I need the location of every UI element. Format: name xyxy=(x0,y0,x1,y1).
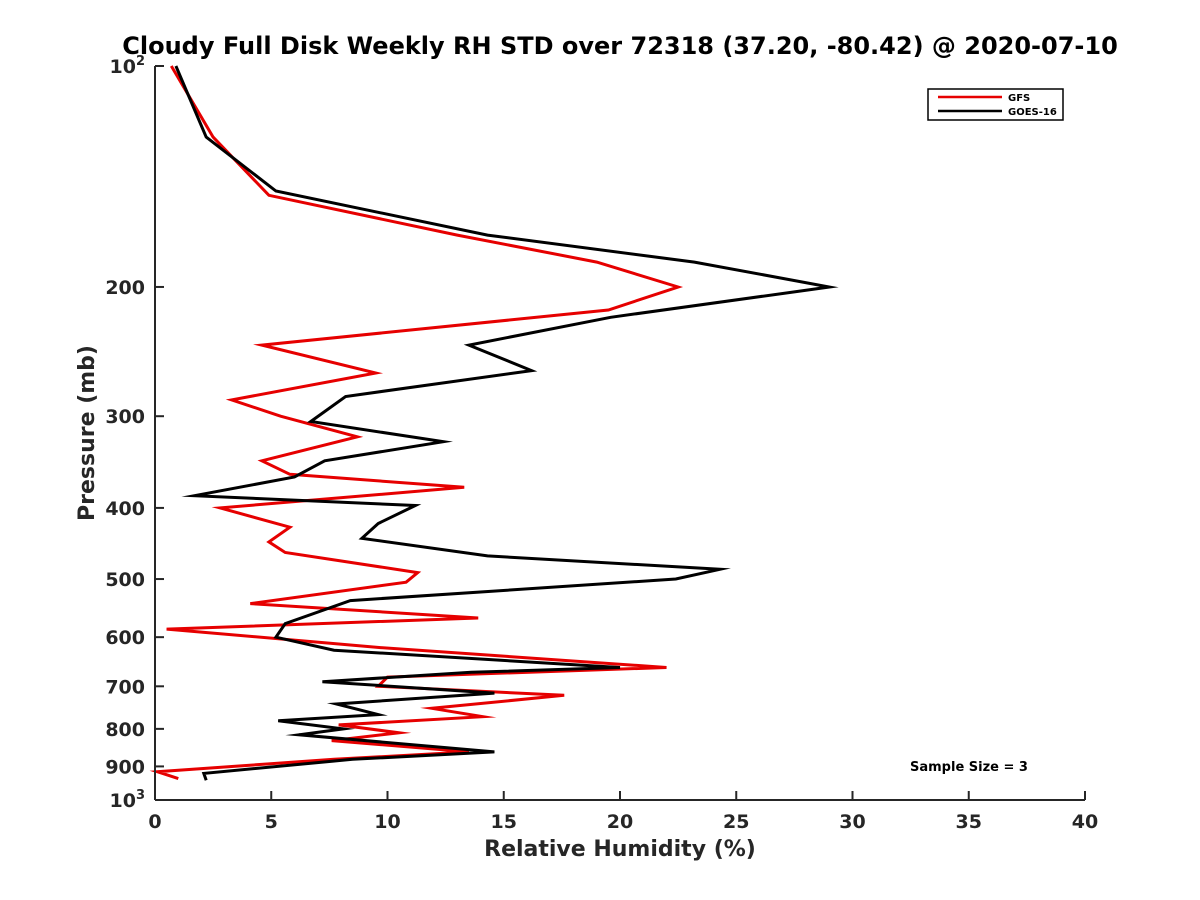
legend-goes16-label: GOES-16 xyxy=(1008,107,1057,118)
legend-box xyxy=(927,88,1064,121)
x-tick-label: 25 xyxy=(723,811,749,833)
sample-size-annotation: Sample Size = 3 xyxy=(910,760,1028,775)
x-tick-label: 15 xyxy=(491,811,517,833)
y-tick-label: 600 xyxy=(105,627,145,649)
legend-gfs-label: GFS xyxy=(1008,93,1030,104)
y-axis-label: Pressure (mb) xyxy=(75,345,100,521)
y-tick-label: 500 xyxy=(105,569,145,591)
y-tick-label: 700 xyxy=(105,676,145,698)
y-tick-label: 400 xyxy=(105,498,145,520)
y-tick-label: 200 xyxy=(105,277,145,299)
series-line-gfs xyxy=(149,65,684,781)
y-tick-label: 900 xyxy=(105,756,145,778)
y-tick-label: 800 xyxy=(105,719,145,741)
x-tick-label: 40 xyxy=(1072,811,1098,833)
legend: GFS GOES-16 xyxy=(927,88,1064,121)
x-tick-label: 10 xyxy=(374,811,400,833)
y-tick-label: 103 xyxy=(110,788,146,812)
chart-title: Cloudy Full Disk Weekly RH STD over 7231… xyxy=(122,32,1118,60)
y-tick-label: 300 xyxy=(105,406,145,428)
x-tick-label: 35 xyxy=(956,811,982,833)
x-tick-label: 0 xyxy=(148,811,161,833)
x-tick-label: 5 xyxy=(265,811,278,833)
x-axis-label: Relative Humidity (%) xyxy=(484,837,756,862)
axes: 0 5 10 15 20 25 30 35 40 102 200 300 400 500 600 700 800… xyxy=(105,54,1098,833)
plot-area xyxy=(149,65,839,781)
x-tick-label: 30 xyxy=(839,811,865,833)
series-line-goes-16 xyxy=(174,65,839,781)
y-tick-label: 102 xyxy=(110,54,146,78)
x-tick-label: 20 xyxy=(607,811,633,833)
